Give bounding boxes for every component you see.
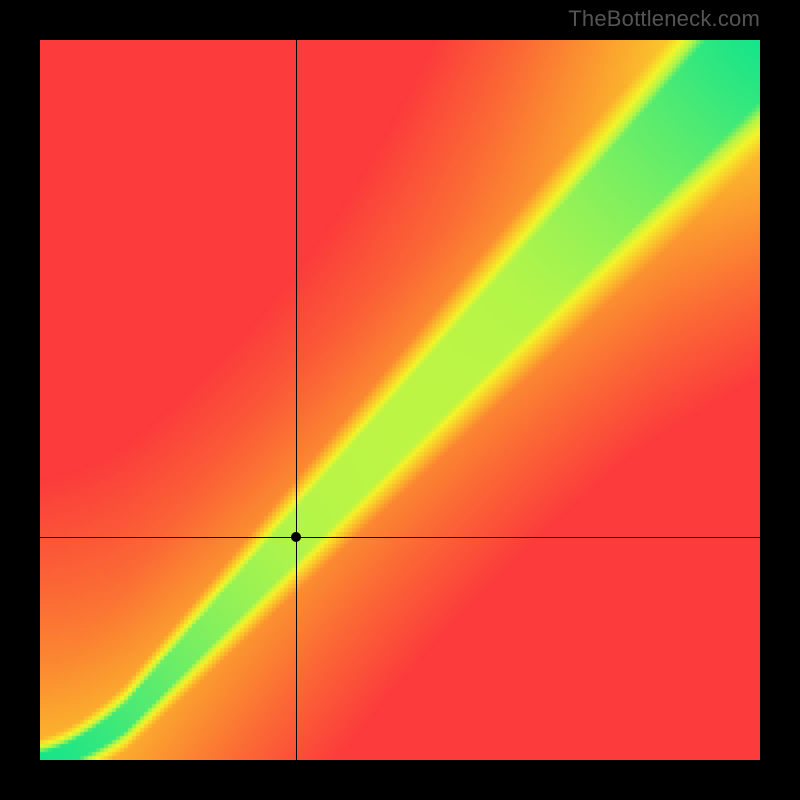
chart-frame: TheBottleneck.com — [0, 0, 800, 800]
plot-area — [40, 40, 760, 760]
heatmap-canvas — [40, 40, 760, 760]
watermark-text: TheBottleneck.com — [568, 6, 760, 32]
